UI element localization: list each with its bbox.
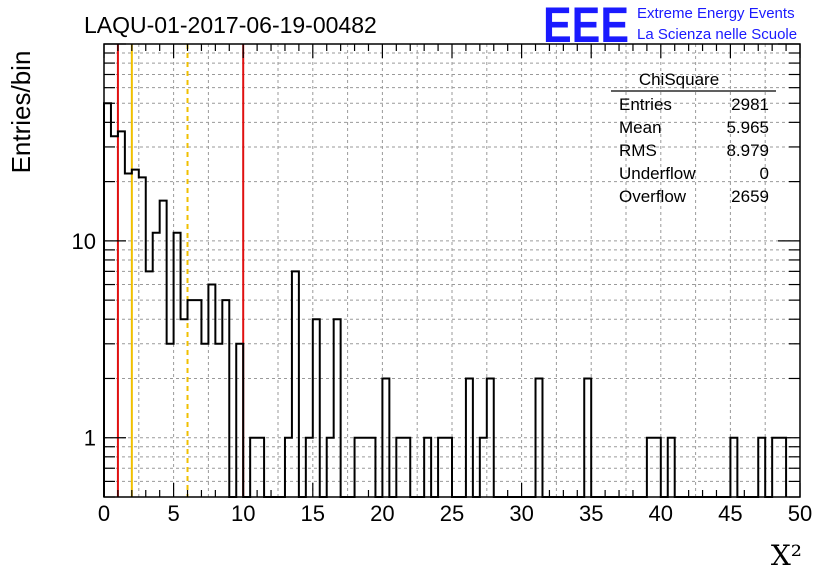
x-tick-label: 40 (649, 501, 673, 526)
histogram-bin (368, 438, 375, 497)
histogram-bin (181, 319, 188, 497)
axes: 0 5 10 15 20 25 30 35 40 45 50 1 10 (72, 43, 812, 526)
histogram-bin (236, 344, 243, 497)
stats-label: Underflow (619, 164, 696, 183)
histogram-bin (118, 131, 125, 497)
histogram-bin (668, 438, 675, 497)
histogram-bin (647, 438, 654, 497)
x-tick-label: 50 (788, 501, 812, 526)
stats-title: ChiSquare (639, 70, 719, 89)
x-axis-label: X² (771, 539, 802, 572)
stats-value: 2981 (731, 95, 769, 114)
eee-logo-line2: La Scienza nelle Scuole (637, 26, 797, 43)
histogram-bin (139, 177, 146, 497)
histogram-bin (132, 170, 139, 497)
stats-value: 5.965 (726, 118, 769, 137)
x-tick-label: 35 (579, 501, 603, 526)
histogram-bin (188, 300, 195, 497)
histogram-bin (466, 378, 473, 497)
histogram-bin (306, 438, 313, 497)
histogram-bin (327, 438, 334, 497)
x-tick-label: 5 (167, 501, 179, 526)
histogram-bin (730, 438, 737, 497)
x-tick-label: 15 (301, 501, 325, 526)
histogram-bin (424, 438, 431, 497)
histogram-bin (584, 378, 591, 497)
stats-value: 0 (760, 164, 769, 183)
stats-rows: Entries 2981 Mean 5.965 RMS 8.979 Underflow 0 Ov… (619, 95, 769, 206)
stats-value: 2659 (731, 187, 769, 206)
histogram-bin (438, 438, 445, 497)
stats-label: Entries (619, 95, 672, 114)
histogram-outline (103, 102, 788, 498)
stats-box: ChiSquare Entries 2981 Mean 5.965 RMS 8.979 Un… (611, 70, 776, 206)
histogram-bin (250, 438, 257, 497)
eee-logo-line1: Extreme Energy Events (637, 5, 795, 22)
x-tick-label: 20 (370, 501, 394, 526)
histogram-bin (167, 344, 174, 497)
x-tick-label: 45 (718, 501, 742, 526)
histogram-bin (174, 233, 181, 497)
chart-title: LAQU-01-2017-06-19-00482 (84, 12, 377, 38)
histogram-bin (355, 438, 362, 497)
histogram-bin (403, 438, 410, 497)
histogram-bin (772, 438, 779, 497)
histogram-bin (445, 438, 452, 497)
x-tick-label: 10 (231, 501, 255, 526)
histogram-bin (654, 438, 661, 497)
stats-label: Mean (619, 118, 662, 137)
x-tick-label: 30 (509, 501, 533, 526)
histogram-bin (257, 438, 264, 497)
histogram-bin (334, 319, 341, 497)
histogram-bin (292, 271, 299, 497)
stats-label: RMS (619, 141, 657, 160)
stats-value: 8.979 (726, 141, 769, 160)
histogram-bin (153, 233, 160, 497)
histogram-bin (779, 438, 786, 497)
histogram-bin (194, 300, 201, 497)
histogram-bin (222, 300, 229, 497)
stats-label: Overflow (619, 187, 687, 206)
y-tick-label: 10 (72, 229, 96, 254)
histogram-bin (201, 344, 208, 497)
histogram-bin (382, 378, 389, 497)
histogram-bin (111, 136, 118, 497)
histogram-bin (160, 201, 167, 497)
y-axis-label: Entries/bin (6, 51, 36, 174)
histogram-bin (313, 319, 320, 497)
histogram-bin (536, 378, 543, 497)
histogram-bin (146, 271, 153, 497)
histogram-bin (125, 173, 132, 497)
histogram-bin (215, 344, 222, 497)
x-tick-label: 0 (98, 501, 110, 526)
histogram-bin (285, 438, 292, 497)
histogram-bin (208, 285, 215, 497)
eee-logo: EEE Extreme Energy Events La Scienza nel… (543, 0, 797, 53)
histogram-bin (480, 438, 487, 497)
y-tick-label: 1 (84, 426, 96, 451)
x-tick-label: 25 (440, 501, 464, 526)
histogram-bin (487, 378, 494, 497)
histogram-series (103, 102, 788, 498)
histogram-bin (362, 438, 369, 497)
histogram-bin (758, 438, 765, 497)
histogram-bin (396, 438, 403, 497)
